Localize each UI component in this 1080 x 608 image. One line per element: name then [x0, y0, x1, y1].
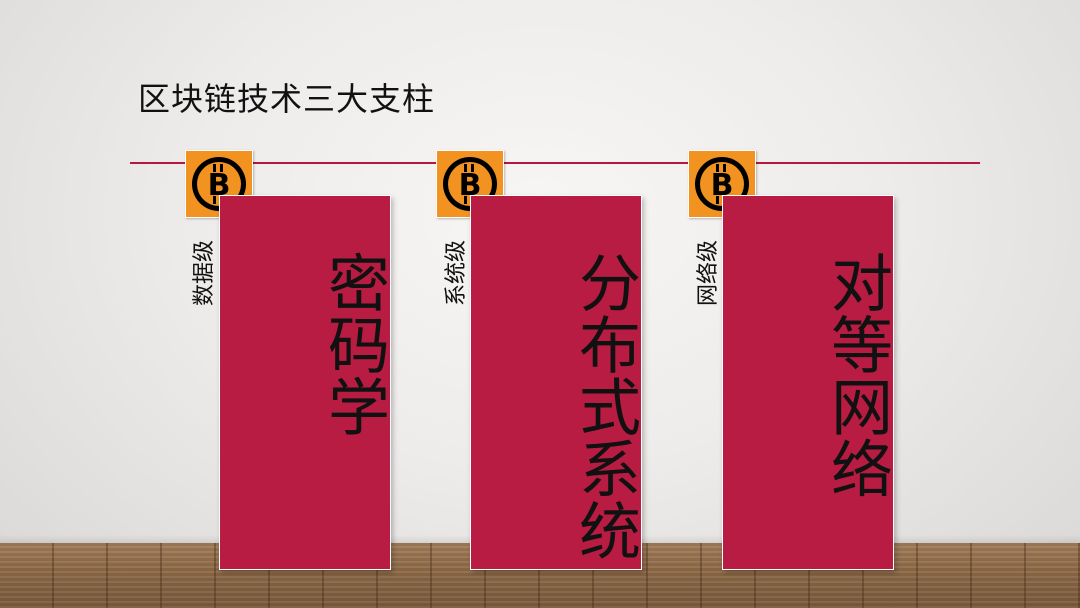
pillar-banner-2: 分布式系统 [470, 195, 642, 570]
bitcoin-icon: B [185, 150, 253, 218]
hanging-rule [130, 162, 980, 164]
slide-title: 区块链技术三大支柱 [138, 80, 436, 118]
pillar-level-1: 数据级 [192, 239, 217, 306]
pillar-level-3: 网络级 [696, 239, 721, 306]
svg-text:B: B [459, 168, 482, 203]
pillar-name-3: 对等网络 [820, 251, 893, 499]
svg-text:B: B [208, 168, 231, 203]
pillar-name-2: 分布式系统 [568, 251, 641, 561]
pillar-banner-3: 对等网络 [722, 195, 894, 570]
svg-text:B: B [711, 168, 734, 203]
pillar-banner-1: 密码学 [219, 195, 391, 570]
pillar-level-2: 系统级 [444, 239, 469, 306]
pillar-name-1: 密码学 [317, 251, 390, 437]
